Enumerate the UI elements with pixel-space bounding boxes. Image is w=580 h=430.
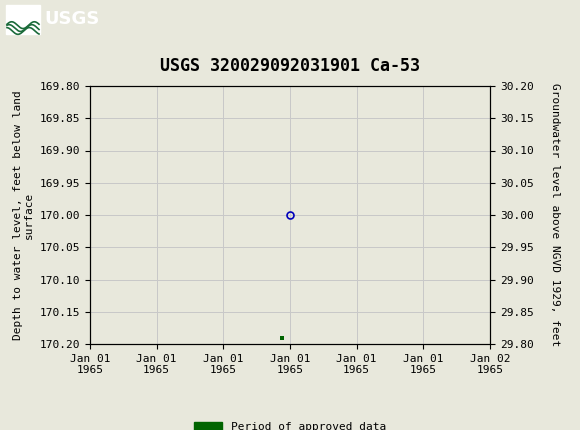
Text: USGS 320029092031901 Ca-53: USGS 320029092031901 Ca-53 [160, 57, 420, 75]
Y-axis label: Groundwater level above NGVD 1929, feet: Groundwater level above NGVD 1929, feet [550, 83, 560, 347]
Y-axis label: Depth to water level, feet below land
surface: Depth to water level, feet below land su… [13, 90, 34, 340]
Text: USGS: USGS [44, 10, 99, 28]
Legend: Period of approved data: Period of approved data [190, 417, 390, 430]
Bar [6, 5, 40, 34]
